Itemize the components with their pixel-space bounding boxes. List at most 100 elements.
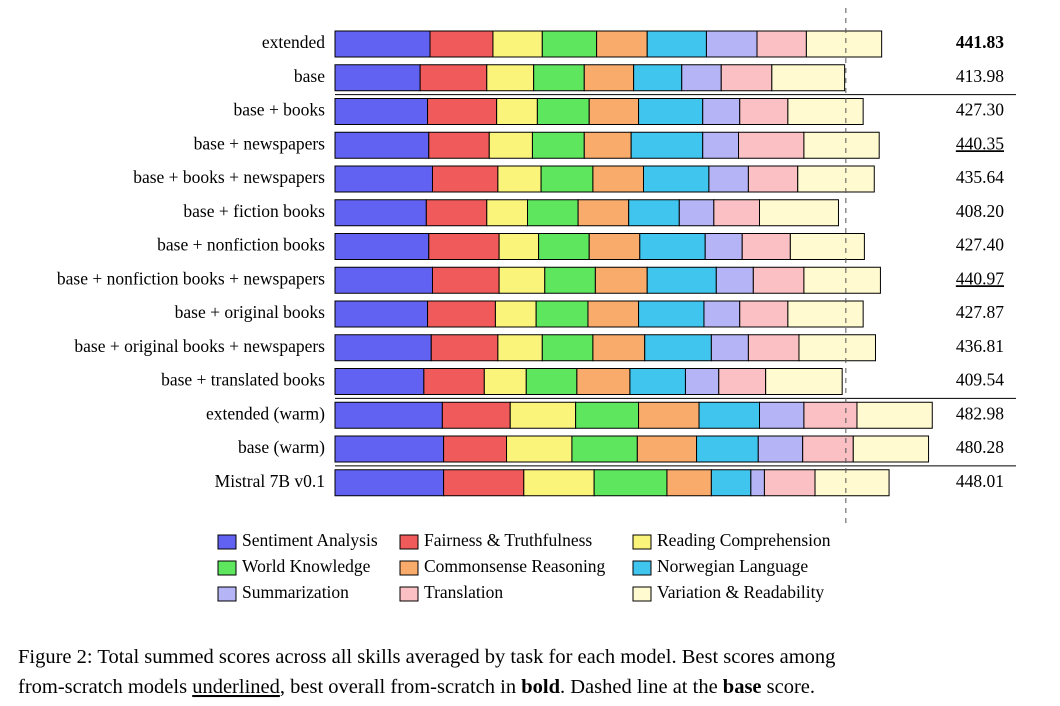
legend-label: Reading Comprehension	[657, 530, 831, 550]
bar-segment	[787, 300, 864, 328]
bar-segment	[852, 435, 930, 463]
bar-segment	[536, 98, 590, 125]
bar-segment	[763, 469, 816, 497]
bar-segment	[718, 368, 767, 395]
bar-segment	[488, 131, 533, 159]
bar-segment	[747, 334, 800, 362]
row-label: Mistral 7B v0.1	[215, 471, 325, 491]
row-label: base + books + newspapers	[133, 167, 325, 187]
bar-segment	[771, 64, 846, 92]
bar-segment	[334, 334, 432, 362]
bar-segment	[630, 131, 704, 159]
bar-segment	[638, 98, 704, 125]
legend-swatch	[217, 534, 237, 550]
bar-segment	[856, 401, 933, 429]
bar-segment	[544, 266, 596, 294]
bar-segment	[541, 334, 594, 362]
bar-segment	[789, 233, 865, 260]
bar-segment	[628, 199, 680, 227]
total-label: 480.28	[956, 437, 1004, 457]
bar-segment	[498, 266, 546, 294]
caption-part: bold	[521, 676, 560, 698]
bar-segment	[538, 233, 590, 260]
bar-segment	[431, 165, 499, 193]
bar-segment	[535, 300, 589, 328]
bar-segment	[636, 435, 698, 463]
bar-segment	[715, 266, 754, 294]
bar-segment	[758, 401, 805, 429]
bar-segment	[713, 199, 760, 227]
caption-part: . Dashed line at the	[560, 676, 723, 698]
bar-segment	[494, 300, 537, 328]
legend-swatch	[217, 586, 237, 602]
bar-segment	[710, 334, 749, 362]
bar-segment	[334, 30, 431, 58]
legend-swatch	[632, 534, 652, 550]
legend-label: Fairness & Truthfulness	[424, 530, 592, 550]
legend-swatch	[399, 534, 419, 550]
total-label: 441.83	[956, 32, 1004, 52]
bar-segment	[427, 300, 496, 328]
bar-segment	[334, 165, 433, 193]
bar-segment	[757, 435, 804, 463]
legend-swatch	[632, 560, 652, 576]
bar-segment	[596, 30, 648, 58]
caption-part: , best overall from-scratch in	[280, 676, 521, 698]
caption-part: score.	[762, 676, 816, 698]
bar-segment	[802, 435, 854, 463]
bar-segment	[334, 435, 445, 463]
total-label: 435.64	[956, 167, 1004, 187]
total-label: 413.98	[956, 66, 1004, 86]
bar-segment	[428, 233, 500, 260]
bar-segment	[708, 165, 749, 193]
bar-segment	[803, 401, 858, 429]
bar-segment	[639, 233, 706, 260]
bar-segment	[531, 131, 585, 159]
bar-segment	[425, 199, 488, 227]
bar-segment	[583, 131, 632, 159]
bar-segment	[506, 435, 573, 463]
caption: Figure 2: Total summed scores across all…	[18, 646, 835, 668]
bar-segment	[592, 334, 646, 362]
total-label: 436.81	[956, 336, 1004, 356]
bar-segment	[643, 165, 710, 193]
bar-segment	[571, 435, 638, 463]
bar-segment	[798, 334, 876, 362]
bar-segment	[334, 98, 429, 125]
bar-segment	[334, 199, 427, 227]
total-label: 427.87	[956, 302, 1004, 322]
bar-segment	[638, 300, 705, 328]
legend-label: Norwegian Language	[657, 556, 808, 576]
bar-segment	[431, 266, 500, 294]
bar-segment	[681, 64, 722, 92]
bar-segment	[814, 469, 890, 497]
bar-segment	[592, 165, 645, 193]
total-label: 408.20	[956, 201, 1004, 221]
bar-segment	[803, 131, 880, 159]
bar-segment	[441, 401, 511, 429]
legend-swatch	[399, 560, 419, 576]
row-label: base (warm)	[238, 437, 325, 457]
bar-segment	[752, 266, 805, 294]
legend-swatch	[632, 586, 652, 602]
bar-segment	[702, 98, 741, 125]
bar-segment	[593, 469, 668, 497]
bar-segment	[803, 266, 881, 294]
bar-segment	[594, 266, 648, 294]
bar-segment	[428, 131, 490, 159]
bar-segment	[638, 401, 700, 429]
row-label: base + fiction books	[183, 201, 325, 221]
bar-segment	[486, 64, 535, 92]
total-label: 427.40	[956, 235, 1004, 255]
bar-segment	[492, 30, 543, 58]
bar-segment	[787, 98, 864, 125]
bar-segment	[443, 469, 525, 497]
bar-segment	[486, 199, 529, 227]
bar-segment	[577, 199, 630, 227]
bar-segment	[629, 368, 686, 395]
bar-segment	[678, 199, 715, 227]
bar-segment	[684, 368, 720, 395]
bar-segment	[756, 30, 807, 58]
row-label: extended (warm)	[206, 403, 325, 423]
row-label: extended	[262, 32, 325, 52]
